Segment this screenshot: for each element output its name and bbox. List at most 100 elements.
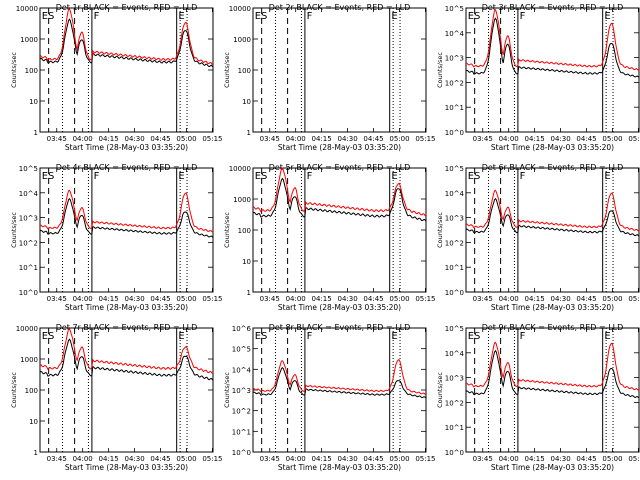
series-lld-line xyxy=(465,189,640,232)
plot-det6: Det 6r BLACK = Events, RED = LLD Counts/s… xyxy=(436,163,640,312)
y-tick-label: 10000 xyxy=(229,5,251,13)
series-lld-line xyxy=(465,341,640,392)
x-tick-label: 04:45 xyxy=(576,135,596,143)
plot-title: Det 5r BLACK = Events, RED = LLD xyxy=(269,163,411,172)
x-tick-label: 03:45 xyxy=(47,135,67,143)
x-tick-label: 04:15 xyxy=(525,295,545,303)
plot-frame xyxy=(465,327,640,453)
y-tick-label: 10^2 xyxy=(445,239,464,247)
y-tick-label: 100 xyxy=(25,387,38,395)
y-axis-label: Counts/sec xyxy=(436,372,444,408)
y-tick-label: 100 xyxy=(238,227,251,235)
y-tick-label: 10^0 xyxy=(232,449,251,457)
y-tick-label: 10 xyxy=(242,98,251,106)
x-tick-label: 05:00 xyxy=(389,455,409,463)
x-axis-label: Start Time (28-May-03 03:35:20) xyxy=(491,303,614,312)
y-tick-label: 10^3 xyxy=(445,55,464,63)
segment-label: E xyxy=(604,171,610,182)
series-events-line xyxy=(39,197,214,238)
x-axis-label: Start Time (28-May-03 03:35:20) xyxy=(278,143,401,152)
y-tick-label: 10^3 xyxy=(445,375,464,383)
y-tick-label: 10^5 xyxy=(445,325,464,333)
segment-label: ES xyxy=(255,331,268,342)
y-axis-label: Counts/sec xyxy=(10,52,18,88)
segment-label: F xyxy=(94,11,100,22)
x-tick-label: 03:45 xyxy=(473,135,493,143)
y-axis-label: Counts/sec xyxy=(10,212,18,248)
y-tick-label: 1 xyxy=(34,129,38,137)
x-tick-label: 05:00 xyxy=(176,455,196,463)
y-tick-label: 10^1 xyxy=(445,264,464,272)
x-tick-label: 04:45 xyxy=(576,295,596,303)
x-tick-label: 03:45 xyxy=(260,295,280,303)
x-tick-label: 04:00 xyxy=(286,295,306,303)
x-tick-label: 04:30 xyxy=(550,135,570,143)
y-tick-label: 10^5 xyxy=(445,5,464,13)
series-events-line xyxy=(465,349,640,399)
x-tick-label: 05:00 xyxy=(176,135,196,143)
x-tick-label: 04:15 xyxy=(99,135,119,143)
plot-title: Det 8r BLACK = Events, RED = LLD xyxy=(269,323,411,332)
plot-frame xyxy=(39,167,214,293)
x-tick-label: 04:00 xyxy=(499,295,519,303)
segment-label: ES xyxy=(468,171,481,182)
segment-label: F xyxy=(520,331,526,342)
y-tick-label: 1000 xyxy=(20,356,38,364)
x-tick-label: 05:15 xyxy=(628,135,640,143)
x-tick-label: 04:00 xyxy=(286,135,306,143)
y-tick-label: 10^5 xyxy=(19,165,38,173)
x-tick-label: 05:00 xyxy=(389,135,409,143)
x-tick-label: 04:30 xyxy=(337,135,357,143)
y-tick-label: 10^4 xyxy=(445,190,465,198)
x-axis-label: Start Time (28-May-03 03:35:20) xyxy=(65,303,188,312)
series-events-line xyxy=(39,338,214,381)
y-tick-label: 10000 xyxy=(229,165,251,173)
x-tick-label: 04:45 xyxy=(150,295,170,303)
x-tick-label: 04:30 xyxy=(124,135,144,143)
plot-title: Det 9r BLACK = Events, RED = LLD xyxy=(482,323,624,332)
y-tick-label: 10^3 xyxy=(19,215,38,223)
x-tick-label: 03:45 xyxy=(47,455,67,463)
y-tick-label: 1000 xyxy=(20,36,38,44)
plot-title: Det 4r BLACK = Events, RED = LLD xyxy=(56,163,198,172)
x-axis-label: Start Time (28-May-03 03:35:20) xyxy=(65,463,188,472)
plot-det7: Det 7r BLACK = Events, RED = LLD Counts/s… xyxy=(10,323,223,472)
segment-label: ES xyxy=(42,171,55,182)
y-tick-label: 1 xyxy=(34,449,38,457)
y-tick-label: 10^1 xyxy=(445,424,464,432)
y-tick-label: 10^4 xyxy=(445,30,465,38)
y-tick-label: 10^0 xyxy=(445,289,464,297)
x-tick-label: 03:45 xyxy=(47,295,67,303)
segment-label: ES xyxy=(468,11,481,22)
x-tick-label: 04:30 xyxy=(124,295,144,303)
y-axis-label: Counts/sec xyxy=(10,372,18,408)
segment-label: F xyxy=(307,171,313,182)
x-tick-label: 04:15 xyxy=(99,295,119,303)
plot-det2: Det 2r BLACK = Events, RED = LLD Counts/s… xyxy=(223,3,436,152)
segment-label: E xyxy=(391,171,397,182)
y-tick-label: 10^2 xyxy=(445,399,464,407)
y-tick-label: 10^0 xyxy=(445,129,464,137)
x-tick-label: 04:45 xyxy=(363,135,383,143)
series-lld-line xyxy=(252,167,427,217)
plot-title: Det 6r BLACK = Events, RED = LLD xyxy=(482,163,624,172)
x-tick-label: 04:30 xyxy=(337,455,357,463)
segment-label: E xyxy=(178,331,184,342)
x-tick-label: 03:45 xyxy=(260,135,280,143)
x-axis-label: Start Time (28-May-03 03:35:20) xyxy=(278,303,401,312)
y-tick-label: 10^1 xyxy=(19,264,38,272)
x-tick-label: 05:15 xyxy=(628,295,640,303)
y-tick-label: 10^4 xyxy=(232,366,252,374)
y-tick-label: 100 xyxy=(25,67,38,75)
x-tick-label: 05:15 xyxy=(415,295,435,303)
plot-det9: Det 9r BLACK = Events, RED = LLD Counts/s… xyxy=(436,323,640,472)
plot-title: Det 7r BLACK = Events, RED = LLD xyxy=(56,323,198,332)
series-lld-line xyxy=(465,9,640,72)
x-tick-label: 04:00 xyxy=(73,295,93,303)
x-tick-label: 03:45 xyxy=(473,295,493,303)
plot-title: Det 3r BLACK = Events, RED = LLD xyxy=(482,3,624,12)
segment-label: E xyxy=(391,331,397,342)
y-axis-label: Counts/sec xyxy=(223,52,231,88)
series-lld-line xyxy=(39,8,214,66)
plot-title: Det 2r BLACK = Events, RED = LLD xyxy=(269,3,411,12)
